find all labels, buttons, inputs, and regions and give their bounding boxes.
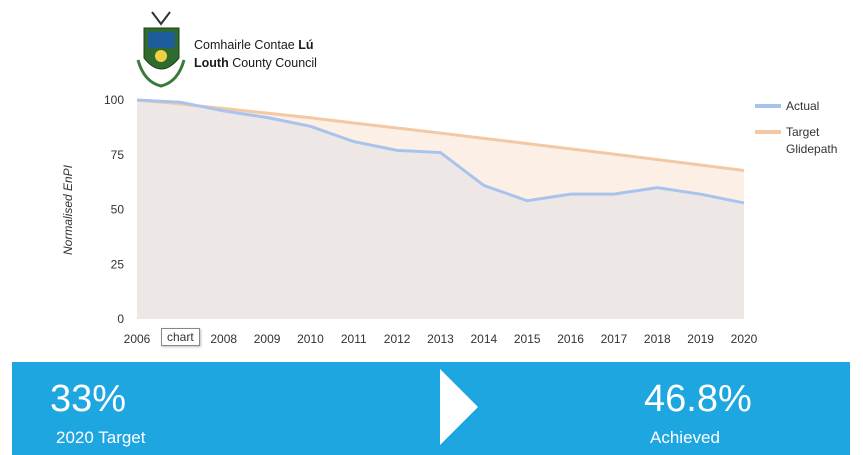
- actual-area: [137, 100, 744, 319]
- kpi-achieved-value: 46.8%: [644, 378, 752, 420]
- x-tick-label: 2015: [514, 332, 541, 346]
- legend-label-target: Target: [786, 125, 820, 139]
- council-logo: Comhairle Contae Lú Louth County Council: [134, 10, 317, 90]
- y-tick-label: 25: [111, 257, 125, 271]
- legend-label-target: Glidepath: [786, 142, 837, 156]
- x-tick-label: 2019: [687, 332, 714, 346]
- logo-line-irish: Comhairle Contae Lú: [194, 38, 314, 52]
- x-tick-label: 2013: [427, 332, 454, 346]
- kpi-banner: 33% 2020 Target 46.8% Achieved: [12, 362, 850, 455]
- x-tick-label: 2018: [644, 332, 671, 346]
- actual-line: [136, 98, 745, 205]
- x-tick-label: 2008: [210, 332, 237, 346]
- kpi-target-label: 2020 Target: [56, 428, 146, 447]
- y-tick-label: 100: [104, 93, 124, 107]
- x-tick-label: 2012: [384, 332, 411, 346]
- logo-line-english: Louth County Council: [194, 56, 317, 70]
- kpi-achieved-label: Achieved: [650, 428, 720, 447]
- x-tick-label: 2006: [124, 332, 151, 346]
- y-tick-label: 75: [111, 148, 125, 162]
- y-tick-label: 50: [111, 203, 125, 217]
- arrow-right-icon: [440, 369, 478, 445]
- y-axis-label: Normalised EnPI: [61, 164, 75, 255]
- crest-icon: [136, 11, 186, 88]
- x-tick-label: 2020: [731, 332, 758, 346]
- target-glidepath-line: [136, 98, 745, 173]
- x-tick-label: 2014: [471, 332, 498, 346]
- y-tick-label: 0: [117, 312, 124, 326]
- x-tick-label: 2011: [341, 332, 367, 346]
- legend-label-actual: Actual: [786, 99, 819, 113]
- kpi-target-value: 33%: [50, 378, 127, 420]
- enpi-chart: 2006200720082009201020112012201320142015…: [61, 93, 837, 346]
- x-tick-label: 2016: [557, 332, 584, 346]
- x-tick-label: 2010: [297, 332, 324, 346]
- chart-tooltip: chart: [161, 328, 200, 346]
- x-tick-label: 2009: [254, 332, 281, 346]
- x-tick-label: 2017: [601, 332, 628, 346]
